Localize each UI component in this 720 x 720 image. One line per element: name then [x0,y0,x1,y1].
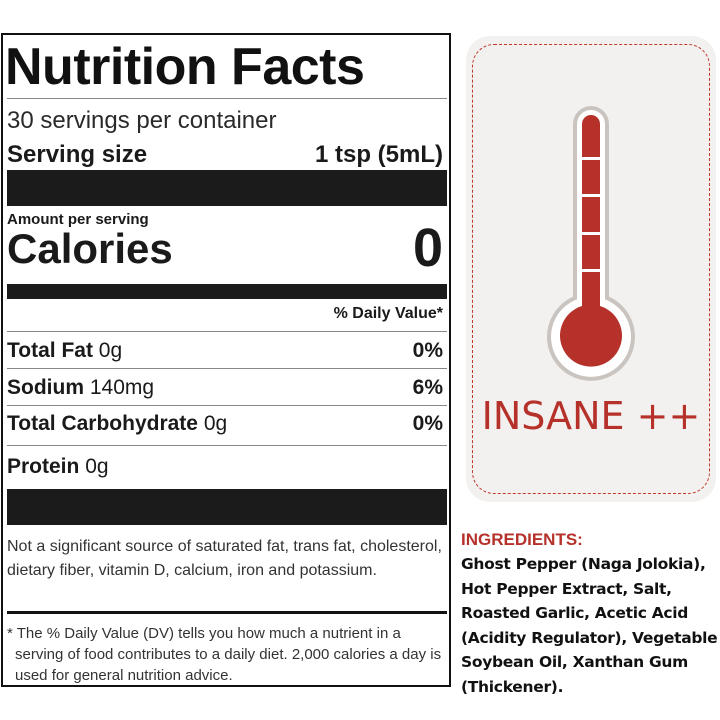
calories-value: 0 [412,218,443,278]
card-dashed-border [472,44,710,494]
thick-divider [7,489,447,525]
nutrient-amount: 0g [85,455,109,478]
nutrient-name: Sodium [7,376,84,399]
amount-per-serving: Amount per serving [7,211,149,228]
dv-footnote: * The % Daily Value (DV) tells you how m… [7,625,442,684]
nutrition-title: Nutrition Facts [5,38,365,96]
nutrient-dv: 0% [412,339,443,362]
ingredients-text: Ghost Pepper (Naga Jolokia), Hot Pepper … [461,555,718,696]
nutrient-name: Total Fat [7,339,93,362]
thick-divider [7,170,447,206]
thermometer-icon [547,106,635,381]
servings-per-container: 30 servings per container [7,107,277,134]
serving-size-value: 1 tsp (5mL) [314,141,443,168]
nutrient-name: Protein [7,455,80,478]
divider [7,98,447,99]
nutrient-amount: 0g [203,412,228,435]
heat-level-card: INSANE ++ [466,36,716,502]
nutrient-sodium: Sodium 140mg [7,376,154,400]
daily-value-header: % Daily Value* [333,305,443,322]
divider [7,445,447,446]
nutrient-total-carbohydrate: Total Carbohydrate 0g [7,412,227,436]
divider [7,331,447,332]
serving-size-label: Serving size [7,141,148,168]
not-significant-note: Not a significant source of saturated fa… [7,538,442,579]
nutrient-name: Total Carbohydrate [7,412,198,435]
nutrient-protein: Protein 0g [7,455,109,479]
nutrient-amount: 0g [98,339,123,362]
nutrition-facts-panel: Nutrition Facts 30 servings per containe… [1,33,451,687]
calories-label: Calories [7,225,173,272]
divider [7,611,447,614]
divider [7,405,447,406]
nutrient-dv: 6% [412,376,443,399]
medium-divider [7,284,447,299]
divider [7,368,447,369]
ingredients-title: INGREDIENTS: [461,530,583,549]
nutrient-total-fat: Total Fat 0g [7,339,122,363]
nutrient-amount: 140mg [89,376,155,399]
nutrient-dv: 0% [412,412,443,435]
heat-level-label: INSANE ++ [481,394,701,438]
